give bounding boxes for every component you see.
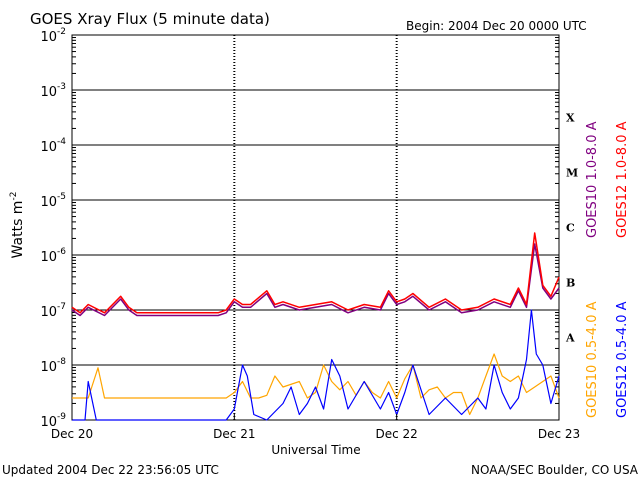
y-tick-base: 10: [40, 415, 57, 430]
begin-time: Begin: 2004 Dec 20 0000 UTC: [406, 19, 587, 33]
y-tick-label: 10-8: [40, 357, 66, 375]
updated-timestamp: Updated 2004 Dec 22 23:56:05 UTC: [2, 463, 219, 477]
legend-goes12-long: GOES12 1.0-8.0 A: [615, 121, 630, 238]
flare-class-label: X: [566, 112, 575, 125]
y-tick-exp: -9: [57, 412, 66, 422]
y-tick-exp: -6: [57, 247, 66, 257]
series-line-2: [72, 309, 560, 421]
y-tick-exp: -5: [57, 192, 66, 202]
series-line-3: [71, 243, 560, 317]
chart-title: GOES Xray Flux (5 minute data): [30, 10, 270, 28]
y-tick-base: 10: [40, 30, 57, 45]
flare-class-label: B: [566, 277, 575, 290]
series-line-4: [71, 232, 560, 314]
y-tick-labels: 10-210-310-410-510-610-710-810-9: [40, 27, 66, 430]
y-tick-label: 10-5: [40, 192, 66, 210]
y-tick-label: 10-2: [40, 27, 66, 45]
y-tick-exp: -7: [57, 302, 66, 312]
legend-goes12-short: GOES12 0.5-4.0 A: [615, 301, 630, 418]
x-tick-label: Dec 21: [213, 427, 255, 441]
series-line-1: [72, 353, 560, 416]
legend-goes10-short: GOES10 0.5-4.0 A: [585, 301, 600, 418]
y-axis-label: Watts m-2: [9, 192, 26, 259]
flare-class-label: M: [566, 167, 578, 180]
x-tick-labels: Dec 20 Dec 21 Dec 22 Dec 23: [51, 414, 580, 441]
gridlines: [72, 35, 559, 420]
x-tick-label: Dec 22: [376, 427, 418, 441]
flare-class-label: A: [565, 332, 575, 345]
y-tick-base: 10: [40, 305, 57, 320]
y-tick-label: 10-9: [40, 412, 66, 430]
flare-class-labels: X M C B A: [565, 112, 578, 345]
x-tick-label: Dec 23: [538, 427, 580, 441]
y-tick-label: 10-4: [40, 137, 66, 155]
series-group: [71, 232, 560, 421]
y-tick-base: 10: [40, 360, 57, 375]
y-tick-base: 10: [40, 85, 57, 100]
y-axis-label-base: Watts m: [10, 201, 26, 259]
y-tick-exp: -2: [57, 27, 66, 37]
plot-frame: [71, 34, 560, 421]
y-tick-exp: -4: [57, 137, 66, 147]
x-tick-label: Dec 20: [51, 427, 93, 441]
y-tick-base: 10: [40, 140, 57, 155]
y-tick-base: 10: [40, 195, 57, 210]
y-tick-exp: -3: [57, 82, 66, 92]
y-tick-label: 10-7: [40, 302, 66, 320]
legend-goes10-long: GOES10 1.0-8.0 A: [585, 121, 600, 238]
credit-text: NOAA/SEC Boulder, CO USA: [471, 463, 639, 477]
plot-area: [71, 34, 560, 421]
x-axis-label: Universal Time: [271, 443, 360, 457]
y-tick-label: 10-3: [40, 82, 66, 100]
y-tick-base: 10: [40, 250, 57, 265]
y-tick-exp: -8: [57, 357, 66, 367]
flare-class-label: C: [566, 222, 575, 235]
y-tick-label: 10-6: [40, 247, 66, 265]
y-axis-label-exp: -2: [9, 192, 19, 201]
